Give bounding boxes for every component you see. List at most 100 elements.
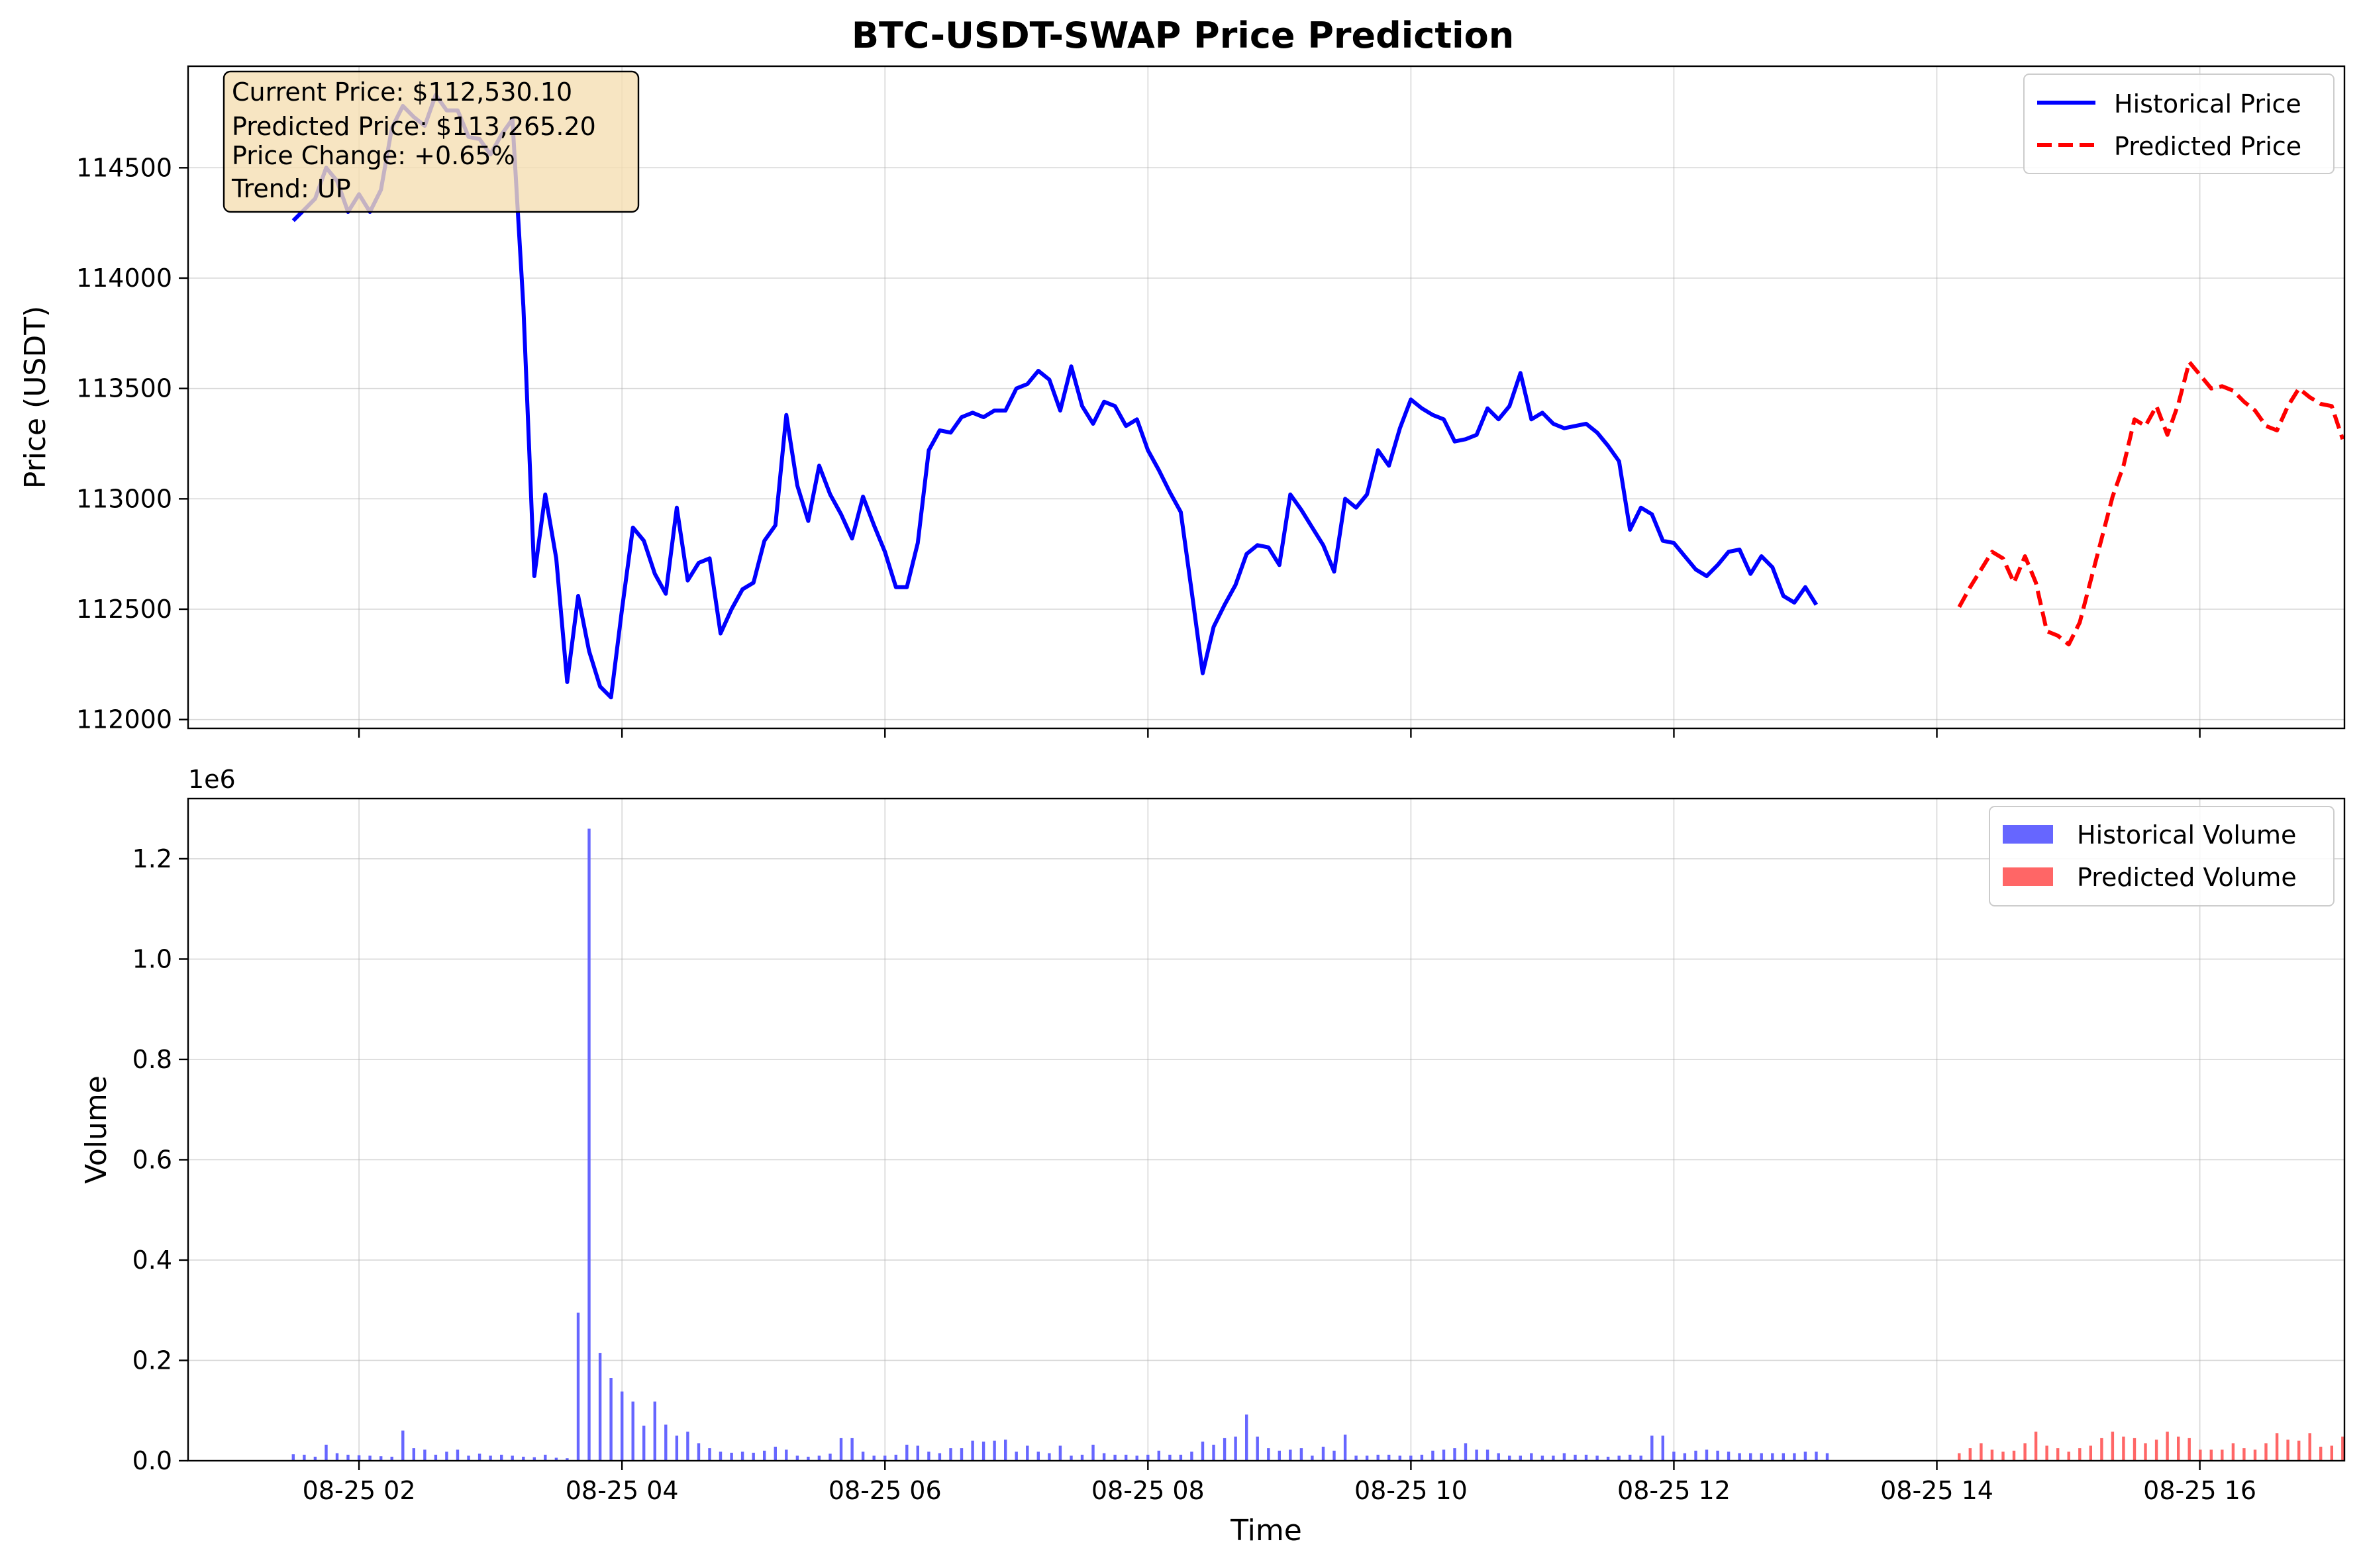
- historical-volume-bar: [587, 828, 591, 1461]
- x-tick-label: 08-25 12: [1617, 1476, 1731, 1505]
- predicted-volume-bar: [2177, 1436, 2180, 1461]
- predicted-volume-bar: [2199, 1449, 2202, 1461]
- volume-y-tick-label: 1.0: [132, 944, 172, 973]
- volume-y-tick-label: 0.6: [132, 1145, 172, 1174]
- price-legend-frame: [2023, 74, 2335, 174]
- predicted-volume-bar: [2341, 1436, 2344, 1461]
- historical-volume-bar: [1815, 1451, 1818, 1461]
- historical-volume-bar: [686, 1432, 689, 1461]
- predicted-volume-bar: [1980, 1443, 1983, 1461]
- historical-volume-bar: [390, 1456, 393, 1461]
- historical-volume-bar: [1343, 1434, 1347, 1461]
- historical-volume-bar: [544, 1454, 547, 1461]
- predicted-volume-bar: [2144, 1443, 2147, 1461]
- historical-volume-bar: [434, 1454, 438, 1461]
- historical-volume-bar: [1519, 1455, 1522, 1461]
- predicted-volume-bar: [2166, 1432, 2169, 1461]
- historical-volume-bar: [1661, 1436, 1664, 1461]
- predicted-volume-bar: [2330, 1446, 2333, 1461]
- historical-volume-bar: [357, 1455, 361, 1461]
- historical-volume-bar: [1672, 1451, 1676, 1461]
- historical-volume-bar: [532, 1457, 536, 1461]
- historical-volume-bar: [566, 1458, 569, 1461]
- historical-volume-bar: [1420, 1454, 1424, 1461]
- historical-volume-bar: [1190, 1451, 1193, 1461]
- historical-volume-bar: [456, 1449, 460, 1461]
- historical-volume-bar: [1256, 1436, 1259, 1461]
- volume-y-tick-label: 0.8: [132, 1045, 172, 1074]
- historical-volume-bar: [1574, 1454, 1577, 1461]
- historical-volume-bar: [609, 1378, 613, 1461]
- historical-volume-bar: [1464, 1443, 1468, 1461]
- price-y-axis-label: Price (USDT): [19, 306, 52, 489]
- historical-volume-bar: [675, 1436, 679, 1461]
- volume-bars: [291, 828, 2344, 1461]
- predicted-volume-bar: [2286, 1440, 2289, 1461]
- historical-volume-bar: [1311, 1455, 1314, 1461]
- historical-volume-bar: [949, 1448, 952, 1461]
- historical-volume-bar: [894, 1454, 897, 1461]
- historical-volume-bar: [653, 1401, 656, 1461]
- historical-volume-bar: [1803, 1451, 1807, 1461]
- predicted-price-line: [1957, 360, 2345, 647]
- volume-y-tick-label: 1.2: [132, 844, 172, 873]
- historical-volume-bar: [1102, 1453, 1106, 1461]
- historical-volume-bar: [1639, 1455, 1642, 1461]
- volume-legend: Historical Volume Predicted Volume: [1989, 806, 2335, 906]
- price-ticks: 112000 112500 113000 113500 114000 114500: [76, 153, 2201, 738]
- price-y-tick-label: 114500: [76, 153, 172, 182]
- legend-predicted-volume-label: Predicted Volume: [2077, 863, 2297, 892]
- historical-volume-bar: [1223, 1438, 1227, 1461]
- historical-volume-bar: [1552, 1455, 1555, 1461]
- predicted-volume-bar: [2089, 1446, 2092, 1461]
- historical-volume-bar: [708, 1448, 711, 1461]
- predicted-volume-bar: [1958, 1453, 1961, 1461]
- historical-volume-bar: [664, 1424, 668, 1461]
- historical-volume-bar: [1825, 1453, 1829, 1461]
- historical-volume-bar: [511, 1455, 514, 1461]
- legend-predicted-volume-swatch: [2003, 867, 2053, 886]
- historical-volume-bar: [1497, 1453, 1500, 1461]
- historical-volume-bar: [905, 1444, 909, 1461]
- historical-volume-bar: [1387, 1454, 1391, 1461]
- predicted-volume-bar: [2297, 1440, 2301, 1461]
- price-series: [291, 93, 2345, 700]
- historical-volume-bar: [1485, 1449, 1489, 1461]
- info-box-background: [223, 70, 640, 213]
- predicted-volume-bar: [2221, 1449, 2224, 1461]
- historical-volume-bar: [927, 1451, 930, 1461]
- historical-volume-bar: [1354, 1455, 1358, 1461]
- price-y-tick-label: 114000: [76, 264, 172, 293]
- historical-volume-bar: [478, 1453, 481, 1461]
- predicted-volume-bar: [2154, 1440, 2158, 1461]
- historical-volume-bar: [1694, 1450, 1697, 1461]
- historical-volume-bar: [971, 1440, 974, 1461]
- predicted-volume-bar: [2111, 1432, 2115, 1461]
- historical-volume-bar: [1299, 1448, 1303, 1461]
- price-y-tick-label: 113000: [76, 484, 172, 513]
- legend-historical-volume-swatch: [2003, 825, 2053, 844]
- historical-volume-bar: [795, 1455, 799, 1461]
- predicted-volume-bar: [2275, 1433, 2279, 1461]
- historical-volume-bar: [752, 1452, 755, 1461]
- historical-volume-bar: [1070, 1455, 1073, 1461]
- historical-volume-bar: [346, 1454, 350, 1461]
- info-box: Current Price: $112,530.10 Predicted Pri…: [223, 70, 640, 213]
- historical-volume-bar: [1015, 1451, 1018, 1461]
- historical-volume-bar: [1716, 1450, 1719, 1461]
- predicted-volume-bar: [2253, 1449, 2257, 1461]
- price-y-tick-label: 113500: [76, 374, 172, 403]
- x-tick-label: 08-25 02: [303, 1476, 416, 1505]
- historical-volume-bar: [1738, 1453, 1741, 1461]
- historical-volume-bar: [1278, 1450, 1281, 1461]
- historical-price-line: [291, 93, 1819, 700]
- historical-volume-bar: [839, 1438, 843, 1461]
- predicted-volume-bar: [2100, 1438, 2103, 1461]
- historical-volume-bar: [631, 1401, 634, 1461]
- historical-volume-bar: [774, 1446, 777, 1461]
- historical-volume-bar: [500, 1454, 503, 1461]
- predicted-volume-bar: [2122, 1436, 2125, 1461]
- legend-historical-volume-label: Historical Volume: [2077, 820, 2296, 850]
- historical-volume-bar: [850, 1438, 854, 1461]
- historical-volume-bar: [1157, 1450, 1160, 1461]
